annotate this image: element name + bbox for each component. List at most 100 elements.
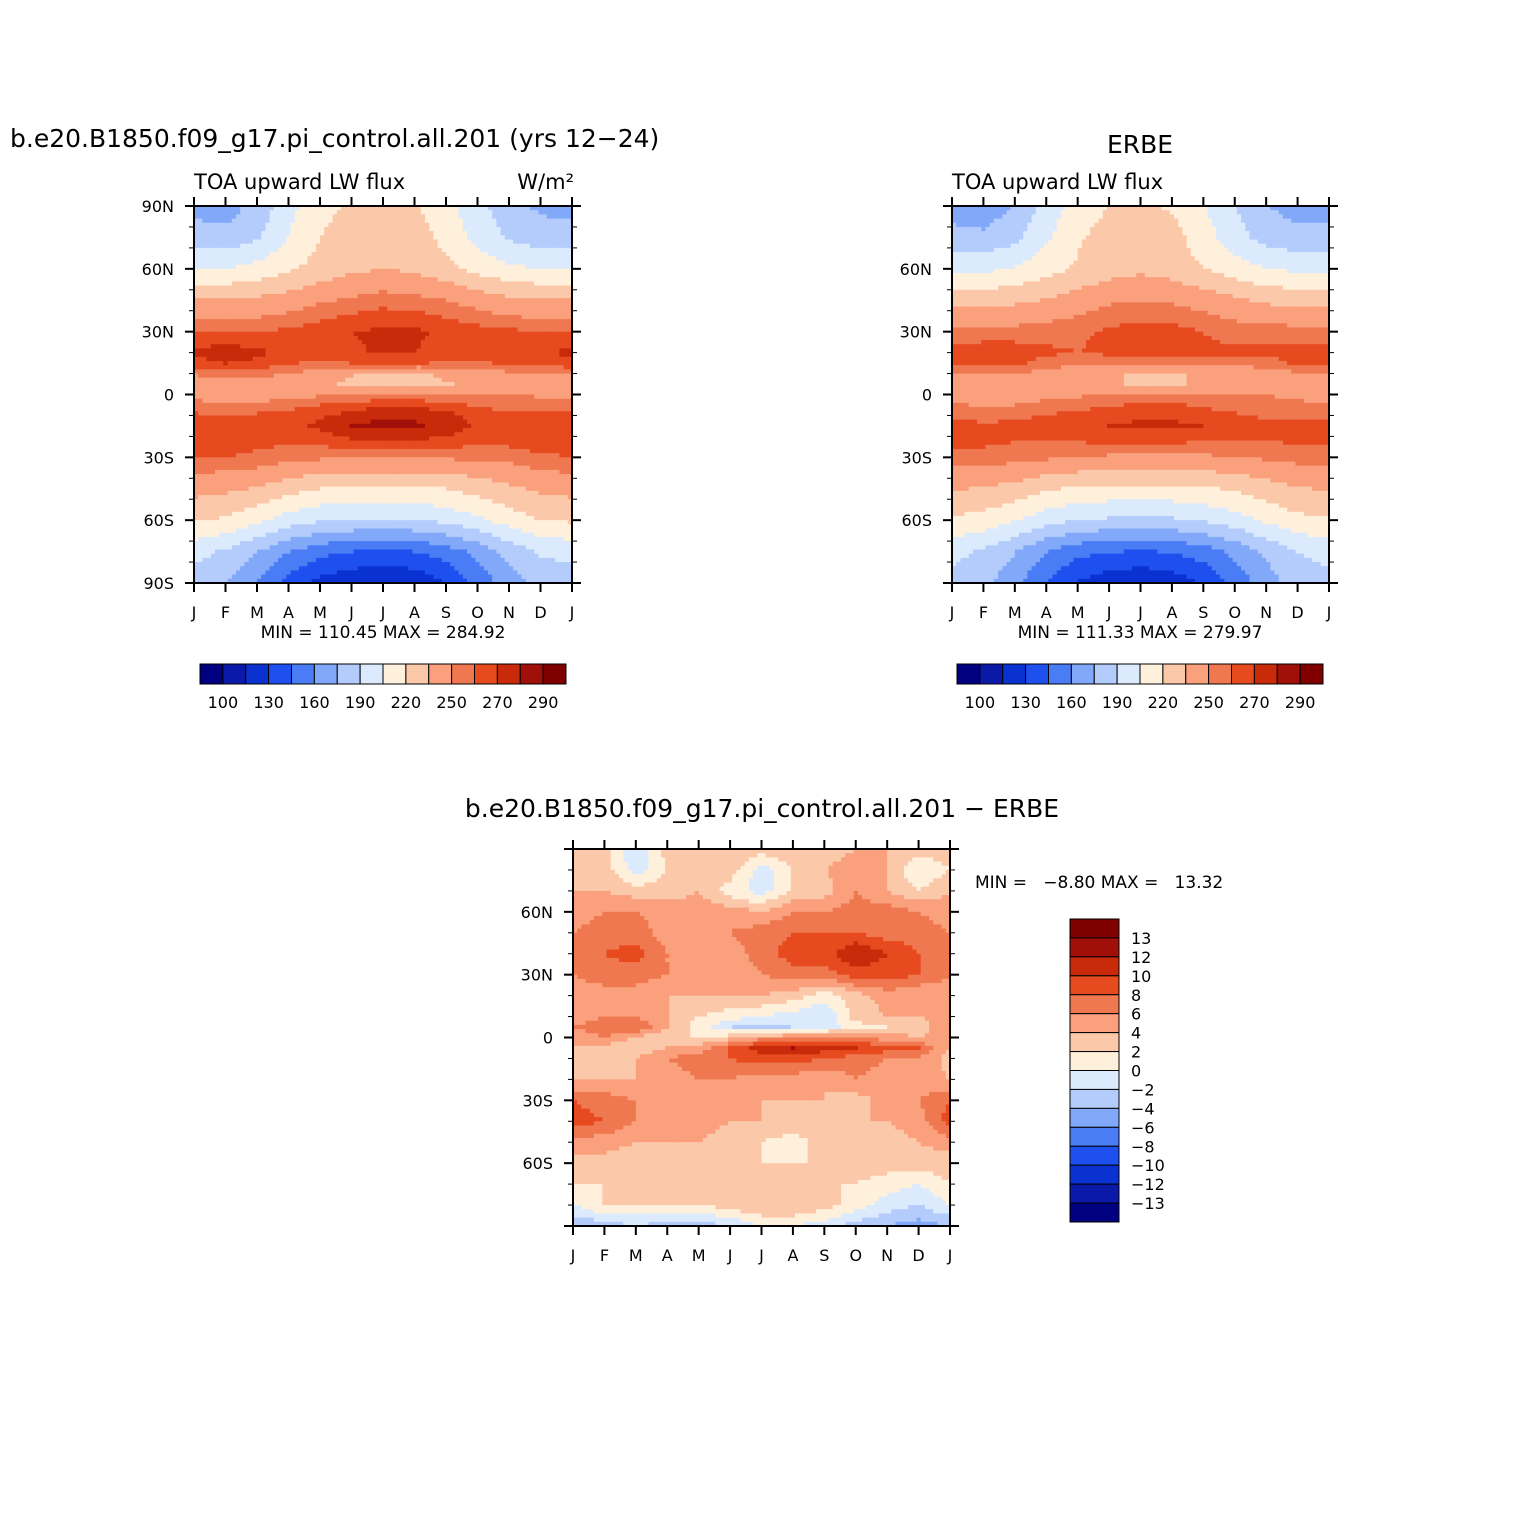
model-cell <box>278 327 283 333</box>
model-cell <box>332 252 338 257</box>
model-cell <box>504 356 510 362</box>
model-cell <box>345 432 350 437</box>
model-cell <box>504 285 510 291</box>
model-cell <box>412 231 418 236</box>
model-cell <box>383 206 388 211</box>
model-cell <box>412 247 418 253</box>
model-cell <box>567 331 573 337</box>
model-cell <box>198 256 203 262</box>
model-cell <box>450 285 455 291</box>
model-cell <box>383 252 388 257</box>
model-cell <box>509 293 514 299</box>
model-cell <box>282 415 287 421</box>
model-cell <box>357 252 363 257</box>
model-cell <box>273 331 279 337</box>
model-cell <box>504 352 510 358</box>
model-cell <box>437 306 443 312</box>
model-cell <box>248 235 254 241</box>
model-cell <box>194 306 199 312</box>
model-cell <box>450 210 455 215</box>
model-cell <box>425 239 430 245</box>
model-cell <box>227 327 233 333</box>
model-cell <box>559 226 565 232</box>
model-cell <box>425 352 430 358</box>
model-cell <box>370 231 376 236</box>
model-cell <box>387 310 392 316</box>
model-cell <box>336 247 342 253</box>
model-cell <box>248 285 254 291</box>
model-cell <box>525 214 531 220</box>
model-cell <box>345 314 350 320</box>
model-cell <box>315 235 321 241</box>
model-cell <box>236 289 241 295</box>
model-cell <box>496 398 502 404</box>
model-cell <box>496 402 502 408</box>
model-cell <box>391 293 397 299</box>
model-cell <box>425 411 430 417</box>
model-cell <box>366 247 371 253</box>
model-cell <box>261 302 266 308</box>
model-cell <box>303 226 308 232</box>
model-cell <box>387 293 392 299</box>
model-cell <box>315 206 321 211</box>
model-cell <box>454 352 460 358</box>
model-cell <box>408 432 413 437</box>
model-cell <box>492 423 497 429</box>
model-cell <box>341 277 346 282</box>
model-cell <box>332 390 338 396</box>
model-cell <box>202 206 208 211</box>
model-cell <box>450 243 455 249</box>
model-cell <box>437 415 443 421</box>
model-cell <box>278 407 283 412</box>
model-cell <box>496 407 502 412</box>
model-cell <box>437 260 443 266</box>
model-cell <box>202 247 208 253</box>
model-cell <box>290 235 296 241</box>
model-cell <box>383 331 388 337</box>
model-cell <box>387 344 392 350</box>
model-cell <box>366 222 371 228</box>
model-cell <box>416 289 422 295</box>
model-cell <box>471 285 476 291</box>
model-cell <box>286 423 292 429</box>
model-cell <box>383 277 388 282</box>
model-cell <box>349 419 355 425</box>
model-cell <box>257 289 262 295</box>
model-cell <box>454 206 460 211</box>
model-cell <box>450 310 455 316</box>
model-cell <box>408 327 413 333</box>
model-cell <box>408 247 413 253</box>
model-cell <box>530 319 535 324</box>
model-cell <box>194 302 199 308</box>
model-cell <box>265 352 271 358</box>
model-cell <box>387 247 392 253</box>
model-cell <box>341 210 346 215</box>
model-cell <box>542 415 548 421</box>
model-cell <box>227 293 233 299</box>
model-cell <box>324 256 329 262</box>
model-cell <box>198 252 203 257</box>
model-cell <box>362 293 367 299</box>
model-cell <box>446 423 451 429</box>
model-cell <box>563 340 569 345</box>
model-cell <box>496 360 502 366</box>
model-cell <box>412 268 418 274</box>
model-cell <box>399 373 405 379</box>
model-cell <box>362 335 367 341</box>
model-cell <box>328 264 334 270</box>
model-cell <box>395 302 401 308</box>
model-cell <box>215 281 220 287</box>
model-cell <box>257 432 262 437</box>
model-cell <box>223 206 229 211</box>
model-cell <box>265 306 271 312</box>
model-cell <box>542 235 548 241</box>
model-cell <box>391 419 397 425</box>
model-cell <box>198 340 203 345</box>
model-cell <box>488 293 493 299</box>
model-cell <box>357 273 363 278</box>
model-cell <box>496 298 502 303</box>
model-cell <box>383 302 388 308</box>
model-cell <box>425 235 430 241</box>
model-cell <box>336 222 342 228</box>
model-cell <box>353 319 359 324</box>
